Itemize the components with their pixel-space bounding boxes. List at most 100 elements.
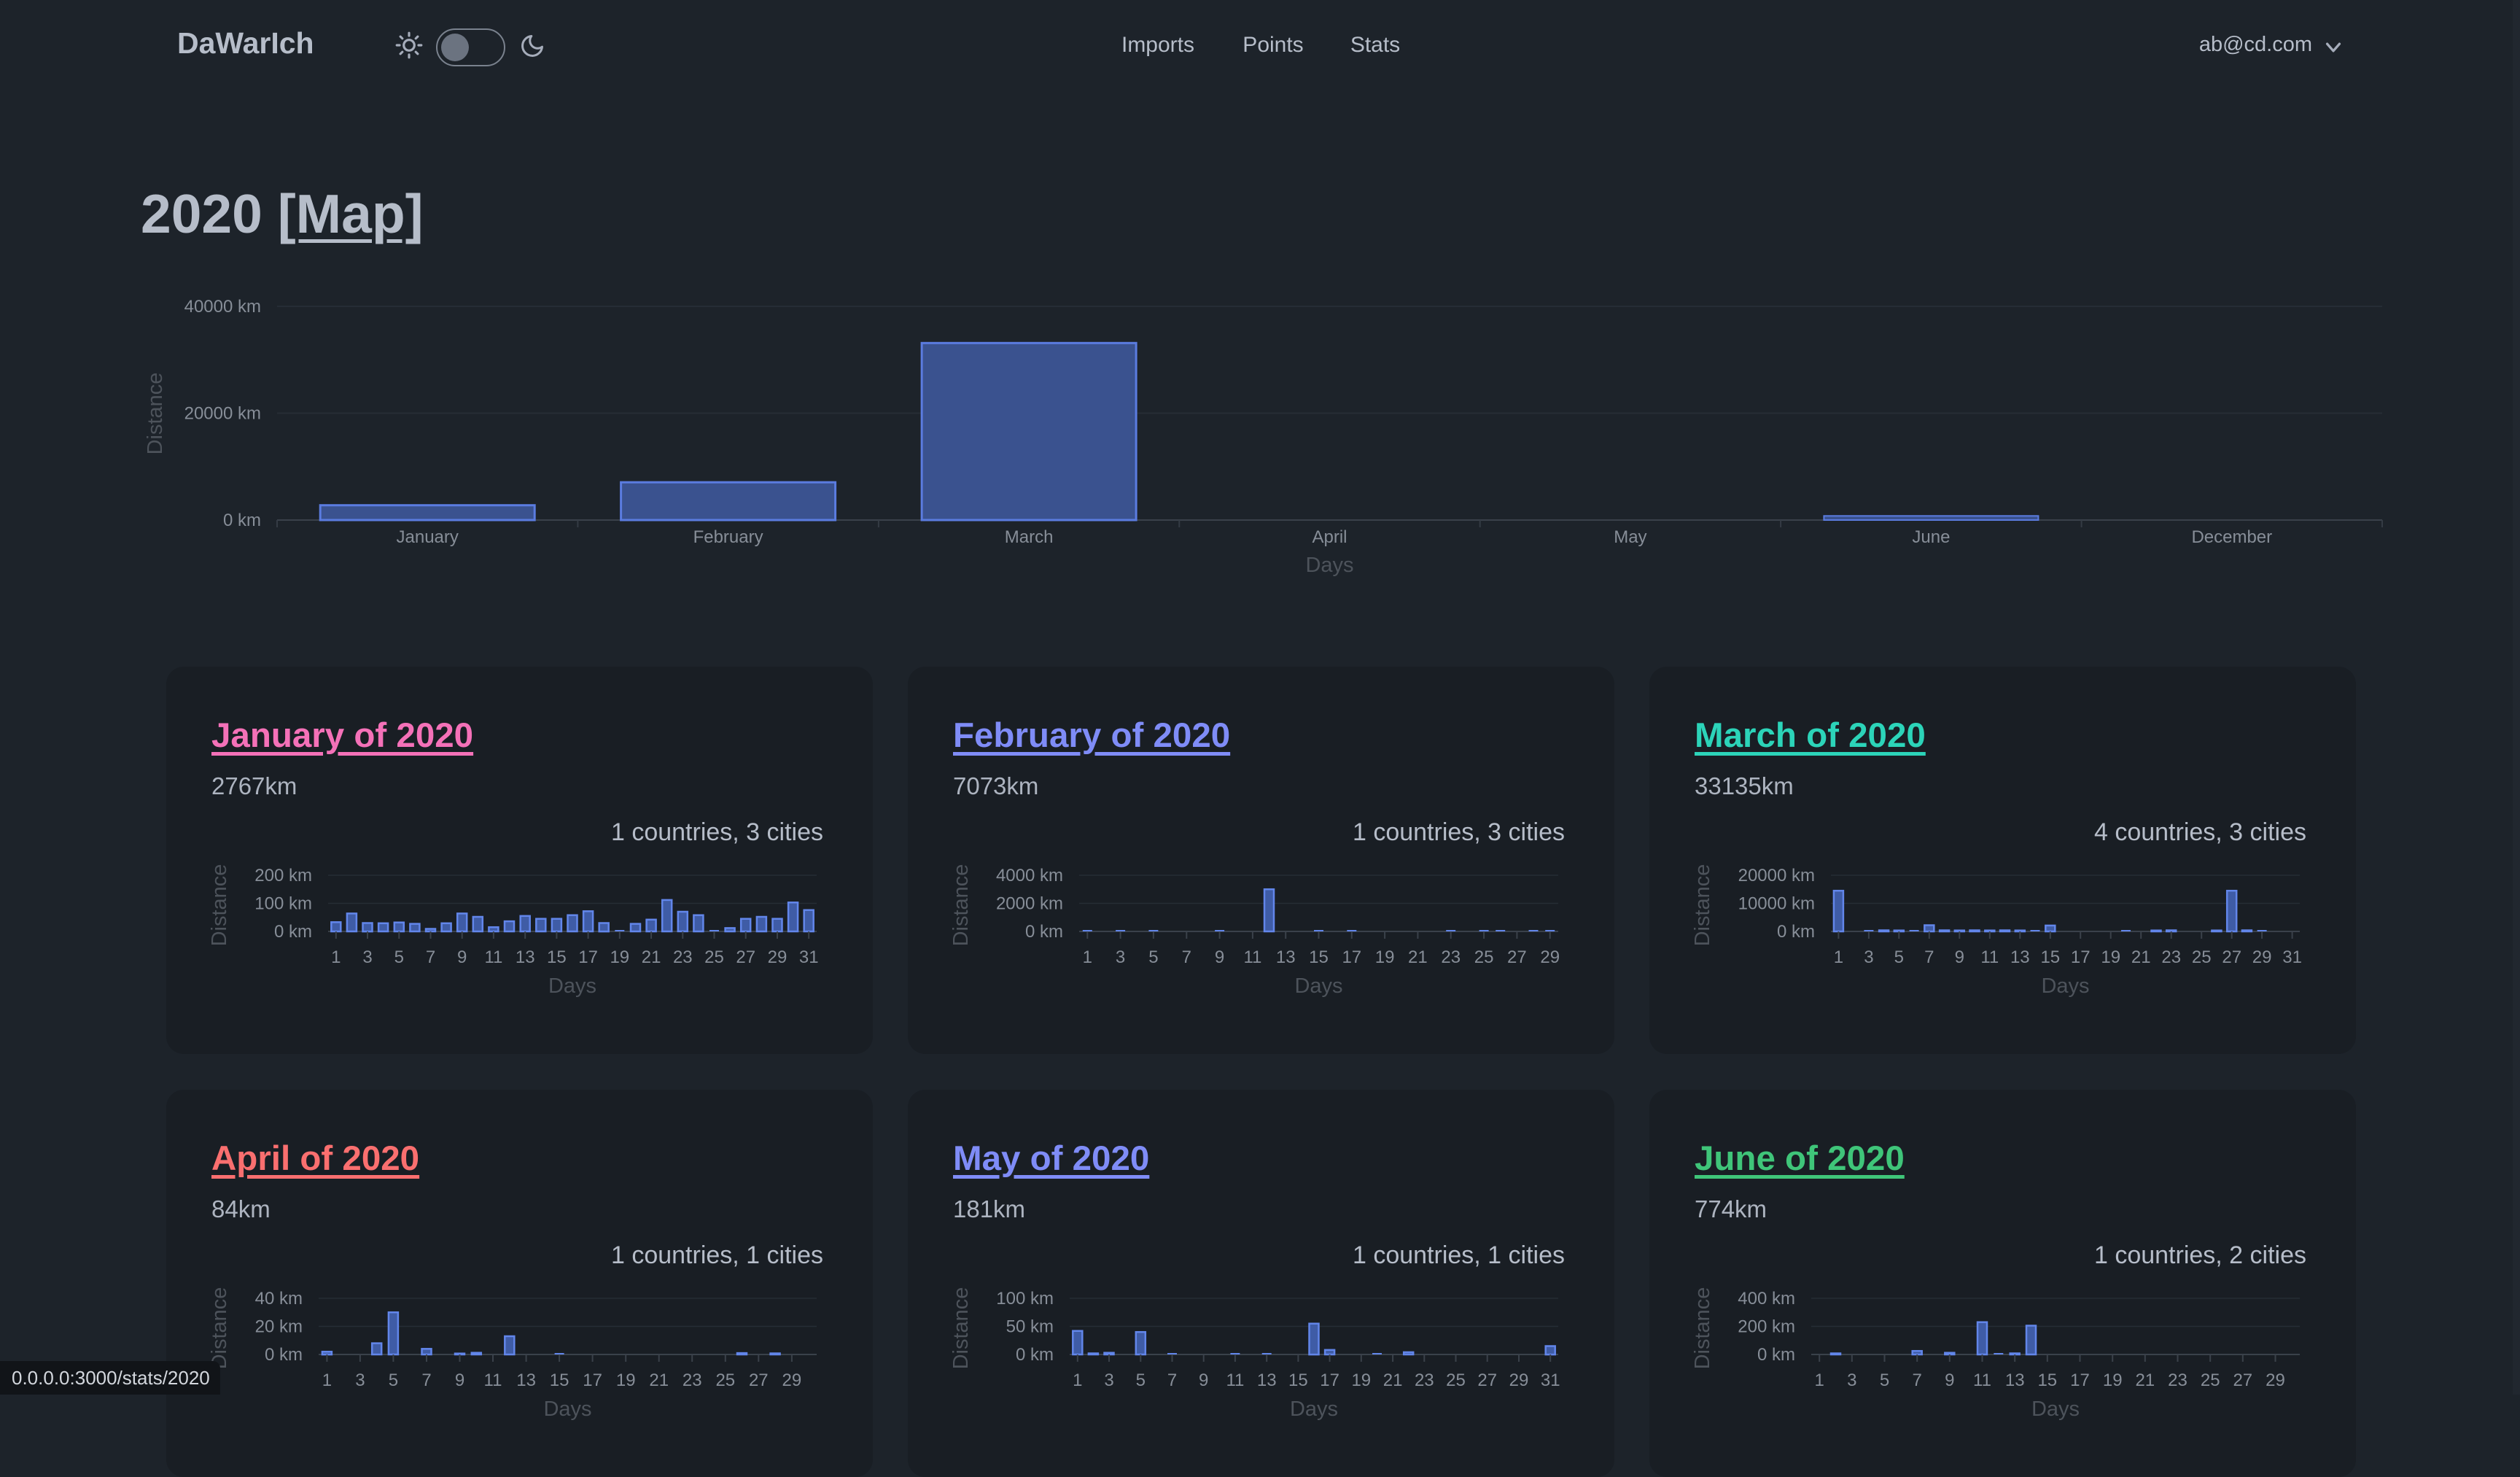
svg-text:19: 19	[616, 1371, 636, 1390]
svg-text:December: December	[2191, 527, 2272, 547]
svg-text:13: 13	[516, 947, 535, 967]
svg-text:5: 5	[1880, 1371, 1889, 1390]
svg-text:19: 19	[1375, 947, 1395, 967]
svg-text:13: 13	[2010, 947, 2030, 967]
svg-text:21: 21	[642, 947, 661, 967]
svg-text:5: 5	[1148, 947, 1158, 967]
svg-text:17: 17	[583, 1371, 602, 1390]
svg-text:April: April	[1312, 527, 1347, 547]
svg-text:3: 3	[1116, 947, 1125, 967]
svg-text:11: 11	[1243, 947, 1261, 967]
svg-text:January: January	[397, 527, 459, 547]
svg-text:0 km: 0 km	[1757, 1345, 1795, 1365]
svg-text:5: 5	[394, 947, 404, 967]
svg-text:2000 km: 2000 km	[996, 894, 1063, 914]
svg-text:9: 9	[1955, 947, 1964, 967]
svg-text:100 km: 100 km	[996, 1289, 1054, 1309]
svg-text:9: 9	[1945, 1371, 1954, 1390]
svg-text:23: 23	[673, 947, 693, 967]
svg-text:Days: Days	[1305, 554, 1353, 577]
svg-text:21: 21	[2135, 1371, 2155, 1390]
svg-text:Days: Days	[1290, 1397, 1338, 1421]
svg-text:Distance: Distance	[949, 1287, 973, 1370]
svg-text:11: 11	[484, 1371, 502, 1390]
svg-text:7: 7	[1182, 947, 1191, 967]
svg-text:11: 11	[484, 947, 502, 967]
svg-text:0 km: 0 km	[1777, 922, 1815, 942]
svg-text:13: 13	[2005, 1371, 2025, 1390]
svg-text:1: 1	[1083, 947, 1092, 967]
svg-text:23: 23	[1441, 947, 1461, 967]
svg-text:13: 13	[516, 1371, 536, 1390]
svg-text:400 km: 400 km	[1738, 1289, 1795, 1309]
svg-text:3: 3	[355, 1371, 365, 1390]
svg-text:31: 31	[2282, 947, 2302, 967]
svg-text:15: 15	[2037, 1371, 2057, 1390]
svg-text:17: 17	[1320, 1371, 1339, 1390]
svg-text:9: 9	[1215, 947, 1224, 967]
svg-text:11: 11	[1226, 1371, 1244, 1390]
svg-text:March: March	[1005, 527, 1054, 547]
svg-text:3: 3	[362, 947, 372, 967]
svg-text:25: 25	[1446, 1371, 1466, 1390]
svg-text:9: 9	[455, 1371, 464, 1390]
svg-text:29: 29	[1540, 947, 1560, 967]
svg-text:Distance: Distance	[144, 373, 167, 455]
svg-text:21: 21	[1383, 1371, 1403, 1390]
svg-text:9: 9	[457, 947, 467, 967]
svg-text:17: 17	[2070, 1371, 2090, 1390]
svg-text:19: 19	[2101, 947, 2120, 967]
svg-text:May: May	[1614, 527, 1646, 547]
svg-text:1: 1	[1815, 1371, 1824, 1390]
svg-text:27: 27	[2222, 947, 2241, 967]
svg-text:27: 27	[736, 947, 755, 967]
svg-text:25: 25	[2201, 1371, 2220, 1390]
svg-text:11: 11	[1973, 1371, 1991, 1390]
svg-text:100 km: 100 km	[254, 894, 312, 914]
svg-text:27: 27	[749, 1371, 769, 1390]
svg-text:29: 29	[2252, 947, 2272, 967]
svg-text:50 km: 50 km	[1006, 1317, 1054, 1337]
svg-text:31: 31	[799, 947, 819, 967]
svg-text:0 km: 0 km	[265, 1345, 303, 1365]
svg-text:40000 km: 40000 km	[184, 297, 261, 317]
svg-text:5: 5	[389, 1371, 398, 1390]
svg-text:5: 5	[1894, 947, 1904, 967]
svg-text:25: 25	[715, 1371, 735, 1390]
svg-text:1: 1	[1834, 947, 1843, 967]
svg-text:15: 15	[1288, 1371, 1308, 1390]
svg-text:7: 7	[421, 1371, 431, 1390]
svg-text:40 km: 40 km	[255, 1289, 303, 1309]
svg-text:Days: Days	[2031, 1397, 2080, 1421]
svg-text:29: 29	[2266, 1371, 2285, 1390]
svg-text:Days: Days	[548, 974, 596, 998]
svg-text:Days: Days	[543, 1397, 591, 1421]
svg-text:27: 27	[1477, 1371, 1497, 1390]
svg-text:0 km: 0 km	[1016, 1345, 1054, 1365]
svg-text:15: 15	[2040, 947, 2060, 967]
svg-text:21: 21	[2131, 947, 2151, 967]
svg-text:29: 29	[782, 1371, 802, 1390]
svg-text:Distance: Distance	[208, 1287, 231, 1370]
svg-text:Distance: Distance	[949, 864, 973, 947]
svg-text:7: 7	[1913, 1371, 1922, 1390]
svg-text:1: 1	[1073, 1371, 1082, 1390]
svg-text:5: 5	[1136, 1371, 1146, 1390]
svg-text:25: 25	[1474, 947, 1494, 967]
svg-text:20 km: 20 km	[255, 1317, 303, 1337]
svg-text:23: 23	[2168, 1371, 2188, 1390]
svg-text:1: 1	[322, 1371, 332, 1390]
svg-text:February: February	[693, 527, 763, 547]
svg-text:Distance: Distance	[1691, 864, 1714, 947]
svg-text:19: 19	[1351, 1371, 1371, 1390]
svg-text:23: 23	[1415, 1371, 1434, 1390]
svg-text:15: 15	[550, 1371, 569, 1390]
svg-text:4000 km: 4000 km	[996, 866, 1063, 885]
svg-text:June: June	[1912, 527, 1950, 547]
svg-text:13: 13	[1276, 947, 1296, 967]
svg-text:20000 km: 20000 km	[184, 404, 261, 424]
svg-text:27: 27	[2233, 1371, 2252, 1390]
svg-text:19: 19	[610, 947, 629, 967]
svg-text:10000 km: 10000 km	[1738, 894, 1815, 914]
svg-text:20000 km: 20000 km	[1738, 866, 1815, 885]
